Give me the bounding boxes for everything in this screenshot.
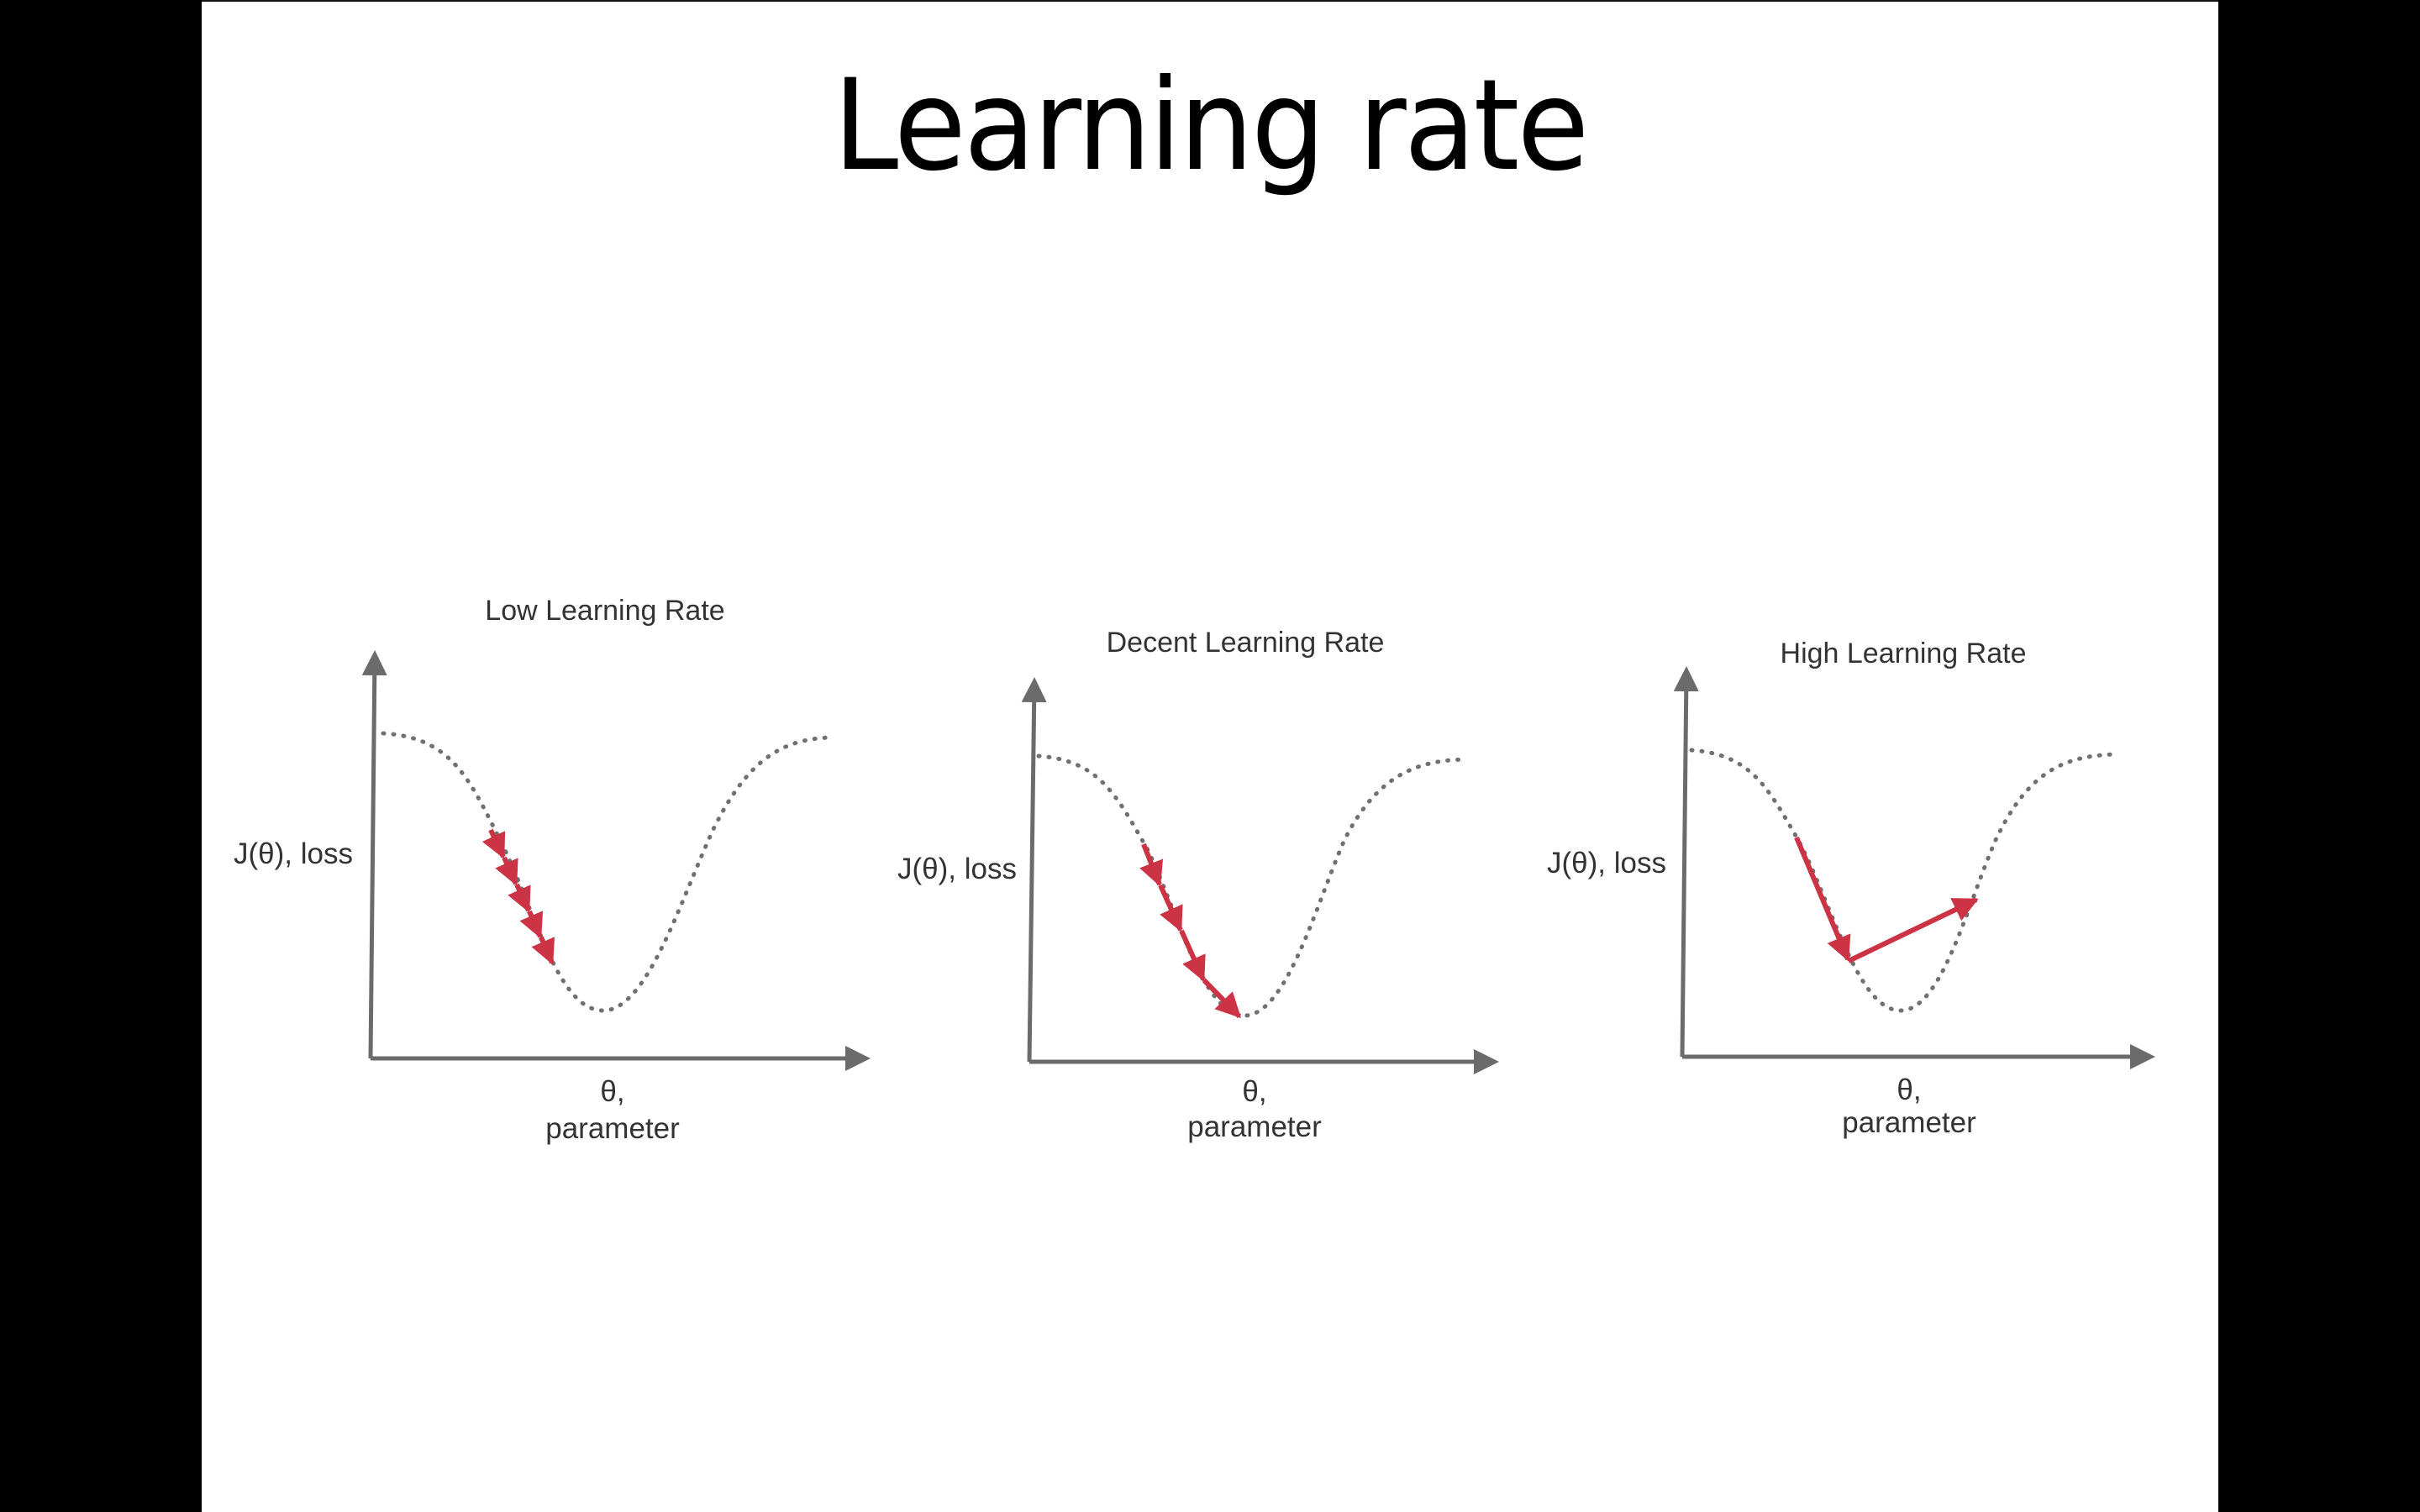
loss-curve (1689, 748, 2118, 1013)
y-axis-label: J(θ), loss (897, 853, 1017, 885)
slide: Learning rate (202, 0, 2218, 1512)
panel-low-learning-rate: Low Learning Rate J(θ), loss θ, paramete… (234, 595, 871, 1145)
y-axis (1673, 666, 1699, 1058)
step-arrow-icon (495, 856, 518, 886)
step-arrow-icon (1202, 978, 1242, 1019)
x-axis-label: parameter (1187, 1110, 1322, 1143)
step-arrow-icon (1179, 929, 1206, 982)
x-axis-symbol: θ, (1242, 1075, 1266, 1108)
panel-high-learning-rate: High Learning Rate J(θ), loss θ, paramet… (1547, 638, 2155, 1139)
step-arrow-icon (1158, 884, 1183, 932)
gradient-steps (1794, 836, 1979, 963)
x-axis-symbol: θ, (1897, 1074, 1921, 1106)
loss-curve (1036, 753, 1469, 1018)
loss-curve (381, 731, 833, 1013)
step-arrow-icon (1794, 836, 1851, 962)
gradient-steps (481, 828, 555, 965)
panel-title: Low Learning Rate (485, 595, 724, 627)
x-axis-label: parameter (1842, 1106, 1976, 1139)
y-axis (1021, 677, 1047, 1063)
step-arrow-icon (508, 883, 531, 913)
gradient-steps (1139, 843, 1242, 1019)
step-arrow-icon (481, 828, 506, 859)
y-axis (361, 650, 387, 1059)
panel-decent-learning-rate: Decent Learning Rate J(θ), loss θ, param… (897, 627, 1499, 1143)
x-axis-label: parameter (545, 1112, 680, 1145)
step-arrow-icon (1847, 897, 1979, 963)
panel-title: Decent Learning Rate (1107, 627, 1385, 659)
step-arrow-icon (519, 910, 544, 939)
y-axis-label: J(θ), loss (234, 837, 353, 870)
step-arrow-icon (1139, 843, 1164, 887)
y-axis-label: J(θ), loss (1547, 847, 1666, 879)
x-axis-symbol: θ, (600, 1075, 624, 1108)
panel-title: High Learning Rate (1781, 638, 2027, 669)
step-arrow-icon (531, 936, 555, 965)
slide-title: Learning rate (833, 53, 1589, 199)
